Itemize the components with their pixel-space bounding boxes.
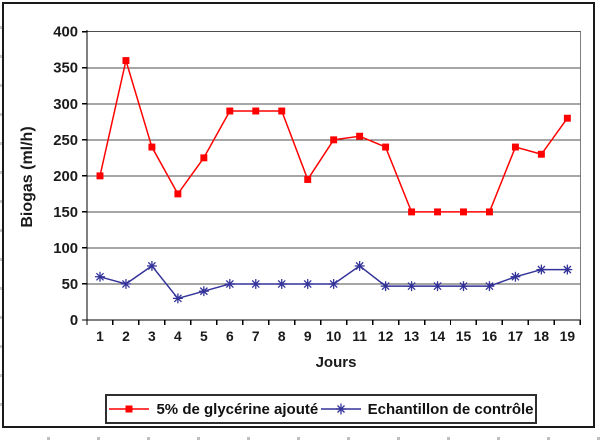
series-1-point-7 — [251, 279, 260, 288]
xtick-label-16: 16 — [482, 328, 498, 344]
ytick-label-150: 150 — [53, 205, 78, 221]
series-1-point-3 — [147, 261, 156, 270]
series-0-point-19 — [563, 114, 571, 122]
xtick-label-17: 17 — [508, 328, 524, 344]
series-1-point-6 — [225, 279, 234, 288]
series-0-point-15 — [460, 208, 467, 216]
worksheet-gridmarks-bottom — [0, 437, 600, 440]
xtick-label-13: 13 — [404, 328, 420, 344]
series-1-point-4 — [173, 294, 182, 303]
xtick-label-9: 9 — [304, 328, 312, 344]
series-0-point-6 — [226, 107, 234, 115]
xtick-label-18: 18 — [534, 328, 550, 344]
xtick-label-15: 15 — [456, 328, 472, 344]
xtick-label-10: 10 — [326, 328, 342, 344]
y-axis-title: Biogas (ml/h) — [19, 126, 36, 228]
legend-label-glycerine: 5% de glycérine ajouté — [156, 400, 319, 418]
xtick-label-14: 14 — [430, 328, 446, 344]
legend: 5% de glycérine ajouté Echantillon de co… — [105, 394, 537, 424]
legend-label-controle: Echantillon de contrôle — [367, 400, 534, 418]
series-1-point-9 — [303, 279, 312, 288]
series-1-point-5 — [199, 287, 208, 296]
series-0-point-4 — [174, 190, 182, 198]
series-0-point-11 — [356, 132, 364, 140]
series-0-point-8 — [278, 107, 286, 115]
ytick-label-0: 0 — [70, 313, 78, 329]
xtick-label-12: 12 — [378, 328, 394, 344]
legend-item-glycerine: 5% de glycérine ajouté — [108, 401, 318, 418]
xtick-label-8: 8 — [278, 328, 286, 344]
series-0-point-1 — [96, 172, 104, 180]
ytick-label-50: 50 — [62, 277, 79, 293]
ytick-label-350: 350 — [53, 61, 78, 77]
xtick-label-19: 19 — [560, 328, 576, 344]
series-0-point-3 — [148, 143, 156, 151]
series-0-point-9 — [304, 176, 312, 183]
blue-asterisk-marker-icon — [320, 402, 362, 416]
ytick-label-250: 250 — [53, 133, 78, 149]
series-1-point-2 — [121, 279, 130, 288]
xtick-label-4: 4 — [174, 328, 182, 344]
series-1-point-10 — [329, 279, 338, 288]
ytick-label-300: 300 — [53, 97, 78, 113]
red-square-marker-icon — [108, 402, 150, 416]
ytick-label-400: 400 — [53, 25, 78, 41]
series-0-point-14 — [434, 208, 441, 216]
xtick-label-5: 5 — [200, 328, 208, 344]
series-1-point-17 — [511, 272, 520, 281]
series-0-point-16 — [485, 208, 493, 216]
series-1-point-11 — [355, 261, 364, 270]
legend-item-controle: Echantillon de contrôle — [320, 401, 534, 418]
series-1-point-1 — [95, 272, 105, 281]
xtick-label-1: 1 — [96, 328, 104, 344]
series-0-point-13 — [408, 208, 416, 216]
series-1-point-14 — [433, 282, 442, 291]
xtick-label-2: 2 — [122, 328, 130, 344]
xtick-label-6: 6 — [226, 328, 234, 344]
series-1-point-18 — [537, 265, 546, 274]
series-line-0 — [99, 57, 568, 213]
series-1-point-15 — [459, 282, 468, 291]
series-0-point-18 — [537, 150, 545, 158]
xtick-label-3: 3 — [148, 328, 156, 344]
series-0-point-7 — [252, 107, 260, 115]
series-0-point-12 — [382, 143, 390, 151]
worksheet-gridmarks-left — [0, 0, 2, 430]
series-1-point-16 — [485, 282, 494, 291]
xtick-label-7: 7 — [252, 328, 260, 344]
series-1-point-19 — [563, 265, 572, 274]
ytick-label-100: 100 — [53, 241, 78, 257]
series-0-point-2 — [122, 57, 130, 65]
chart-frame: 0 50 100 150 200 250 300 350 400 1 2 3 4 5 6 7 8 9 10 11 12 1… — [2, 2, 595, 428]
xtick-label-11: 11 — [352, 328, 367, 344]
series-0-point-17 — [511, 143, 519, 151]
series-0-point-5 — [200, 154, 208, 162]
series-0-point-10 — [330, 136, 338, 144]
x-axis-title: Jours — [315, 354, 357, 371]
ytick-label-200: 200 — [53, 169, 78, 185]
series-1-point-8 — [277, 279, 286, 288]
series-1-point-12 — [381, 282, 390, 291]
series-1-point-13 — [407, 282, 416, 291]
